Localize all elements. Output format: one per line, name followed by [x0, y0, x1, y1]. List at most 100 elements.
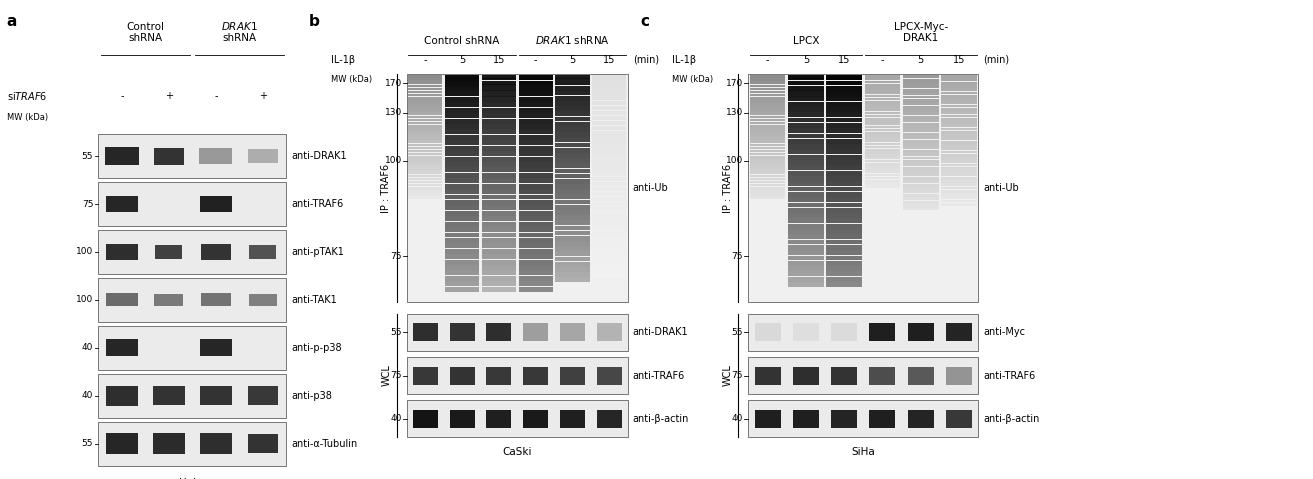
Bar — [592, 217, 626, 222]
Bar — [941, 141, 977, 144]
Bar — [482, 113, 516, 118]
Bar — [903, 136, 939, 139]
Bar — [482, 124, 516, 129]
Bar — [555, 148, 590, 152]
Text: HeLa: HeLa — [180, 478, 205, 479]
Bar — [750, 88, 785, 90]
Bar — [750, 181, 785, 183]
Bar — [941, 150, 977, 153]
Text: +: + — [165, 91, 173, 101]
Bar — [408, 84, 442, 87]
Bar — [903, 106, 939, 109]
Text: anti-TRAF6: anti-TRAF6 — [983, 371, 1036, 380]
Bar — [519, 189, 553, 194]
Bar — [482, 238, 516, 243]
Bar — [555, 236, 590, 240]
Bar — [826, 208, 863, 213]
Bar — [596, 366, 622, 385]
Bar — [864, 157, 901, 160]
Text: $\it{DRAK1}$ shRNA: $\it{DRAK1}$ shRNA — [534, 34, 611, 46]
Bar — [592, 146, 626, 151]
Bar — [750, 78, 785, 81]
Bar — [831, 323, 857, 342]
Bar — [592, 192, 626, 196]
Bar — [750, 187, 785, 190]
Bar — [592, 85, 626, 90]
Bar — [519, 80, 553, 86]
Text: IP : TRAF6: IP : TRAF6 — [722, 163, 733, 213]
Bar — [788, 128, 823, 133]
Bar — [907, 366, 934, 385]
Bar — [750, 115, 785, 118]
Bar — [864, 148, 901, 151]
Bar — [903, 191, 939, 194]
Bar — [555, 246, 590, 251]
Bar — [555, 158, 590, 163]
Bar — [826, 240, 863, 244]
Bar — [519, 200, 553, 205]
Bar — [445, 205, 479, 210]
Bar — [903, 116, 939, 119]
Bar — [788, 256, 823, 261]
Bar — [826, 224, 863, 228]
Bar — [555, 153, 590, 158]
Bar — [941, 88, 977, 91]
Bar — [592, 136, 626, 140]
Bar — [408, 178, 442, 180]
Bar — [408, 153, 442, 156]
Bar — [903, 103, 939, 105]
Bar — [519, 276, 553, 281]
Bar — [408, 78, 442, 81]
Bar — [592, 262, 626, 267]
Bar — [864, 75, 901, 78]
Bar — [903, 123, 939, 125]
Bar — [408, 184, 442, 186]
Bar — [555, 163, 590, 168]
Bar — [105, 148, 139, 165]
Bar — [449, 410, 475, 428]
Bar — [482, 168, 516, 172]
Bar — [826, 282, 863, 287]
Bar — [864, 123, 901, 125]
Text: 55: 55 — [81, 439, 93, 448]
Text: si$\it{TRAF6}$: si$\it{TRAF6}$ — [7, 90, 47, 102]
Bar — [750, 97, 785, 100]
Bar — [903, 109, 939, 112]
Bar — [592, 116, 626, 120]
Bar — [826, 229, 863, 234]
Bar — [482, 97, 516, 102]
Bar — [826, 144, 863, 149]
Bar — [555, 101, 590, 106]
Bar — [864, 180, 901, 182]
Bar — [864, 168, 901, 171]
Text: 40: 40 — [390, 414, 402, 423]
Bar — [408, 147, 442, 149]
Text: 55: 55 — [390, 328, 402, 337]
Bar — [596, 323, 622, 342]
Bar — [519, 129, 553, 135]
Bar — [941, 98, 977, 101]
Bar — [793, 410, 819, 428]
Bar — [864, 135, 901, 137]
Bar — [482, 162, 516, 167]
Bar — [555, 122, 590, 126]
Bar — [788, 86, 823, 91]
Bar — [750, 113, 785, 115]
Bar — [407, 314, 628, 351]
Bar — [519, 168, 553, 172]
Bar — [555, 220, 590, 225]
Bar — [941, 108, 977, 111]
Bar — [98, 422, 286, 466]
Bar — [408, 75, 442, 78]
Text: (min): (min) — [633, 55, 659, 65]
Bar — [864, 87, 901, 89]
Bar — [445, 168, 479, 172]
Bar — [106, 340, 138, 356]
Bar — [519, 216, 553, 221]
Bar — [445, 271, 479, 275]
Bar — [788, 149, 823, 154]
Bar — [445, 146, 479, 151]
Bar — [826, 134, 863, 138]
Bar — [592, 212, 626, 217]
Bar — [941, 137, 977, 140]
